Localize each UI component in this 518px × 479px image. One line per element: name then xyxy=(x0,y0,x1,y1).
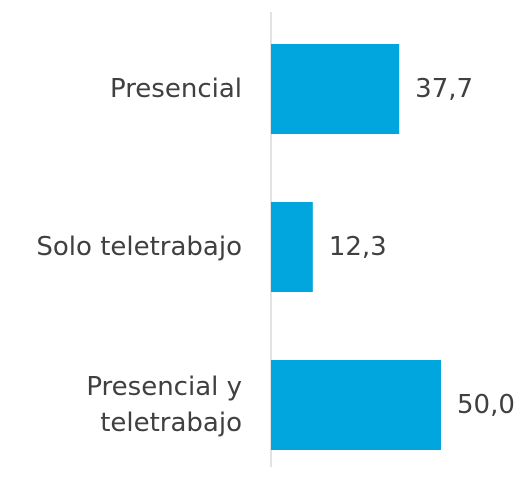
value-label: 12,3 xyxy=(328,232,387,262)
value-label: 37,7 xyxy=(415,74,474,104)
bar xyxy=(271,202,313,292)
category-label: Presencial y teletrabajo xyxy=(86,372,242,438)
bar xyxy=(271,44,400,134)
value-label: 50,0 xyxy=(457,390,515,420)
category-label: Presencial xyxy=(109,74,242,104)
category-label: Solo teletrabajo xyxy=(36,232,242,262)
bar xyxy=(271,360,441,450)
